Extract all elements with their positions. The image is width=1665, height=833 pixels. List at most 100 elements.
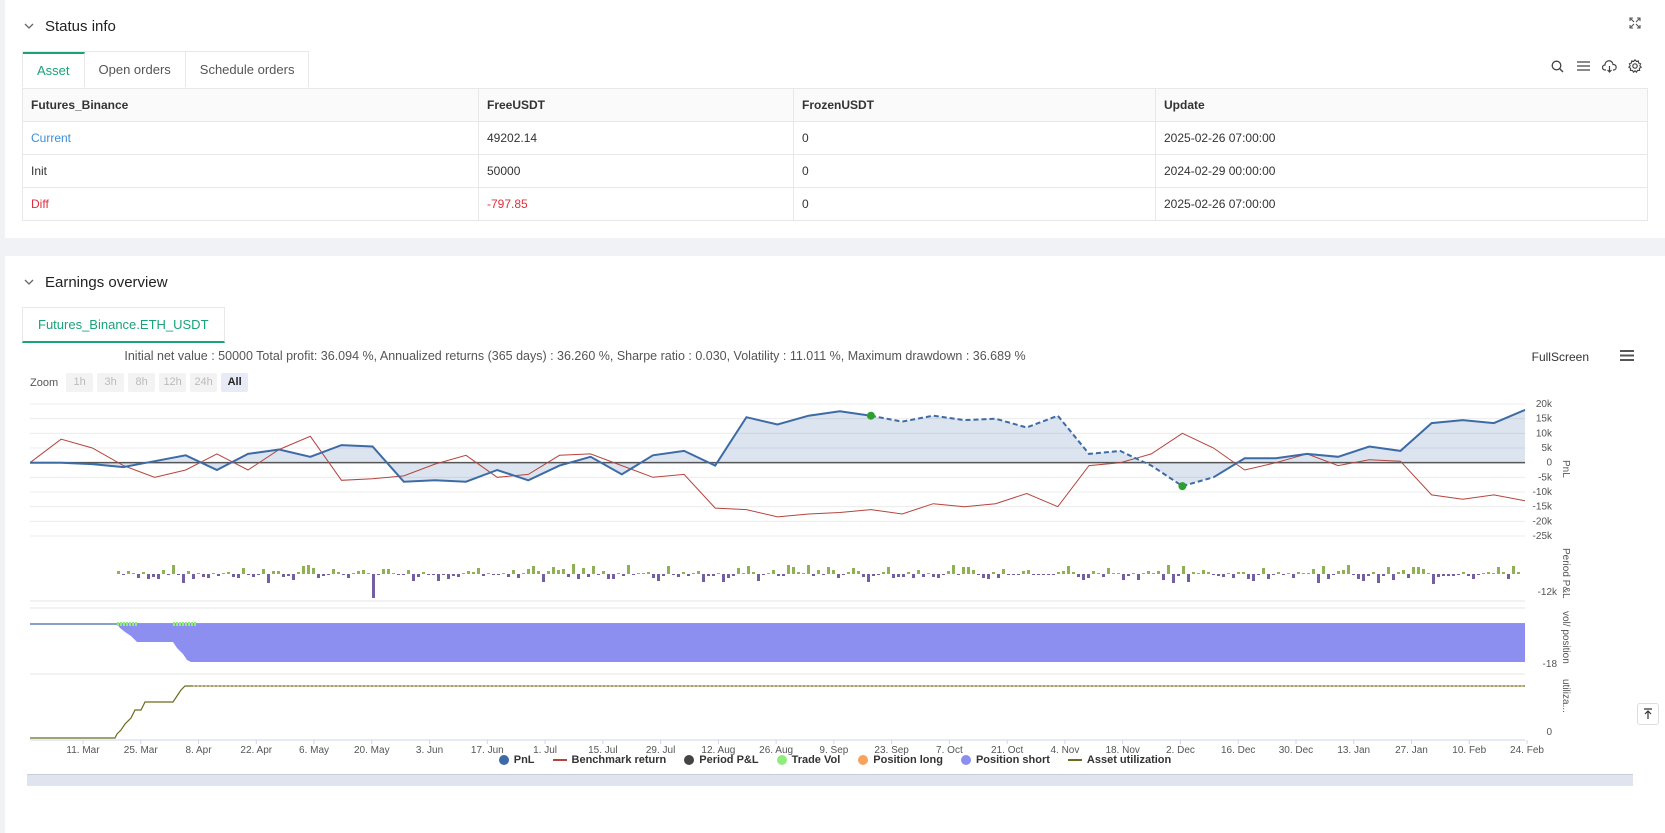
period-bar [1477,574,1480,575]
earnings-chart[interactable]: 20k 15k 10k 5k 0 -5k -10k -15k -20k -25k PnL -12k Pe… [5,396,1665,756]
x-tick-label: 25. Mar [124,745,159,756]
period-bar [232,574,235,577]
period-bar [192,574,195,579]
period-bar [247,574,250,575]
tab-symbol[interactable]: Futures_Binance.ETH_USDT [22,307,225,343]
earnings-header[interactable]: Earnings overview [21,270,168,294]
legend-position-short[interactable]: Position short [960,754,1050,766]
period-bar [182,574,185,583]
tab-open-orders[interactable]: Open orders [85,52,186,87]
period-bar [867,574,870,582]
period-bar [1037,574,1040,575]
zoom-12h-button[interactable]: 12h [159,373,187,392]
period-bar [732,574,735,576]
period-bar [362,570,365,574]
period-bar [432,574,435,575]
fullscreen-button[interactable]: FullScreen [1531,350,1589,364]
earnings-panel: Earnings overview Futures_Binance.ETH_US… [5,256,1665,833]
chevron-down-icon[interactable] [21,274,37,290]
search-icon[interactable] [1549,58,1565,74]
period-bar [1487,572,1490,574]
period-bar [122,574,125,575]
legend-asset-utilization[interactable]: Asset utilization [1067,754,1171,766]
y-tick-label: -15k [1533,502,1553,513]
zoom-all-button[interactable]: All [221,373,249,392]
cell-frozen: 0 [793,187,1156,221]
pnl-line [1212,408,1526,479]
zoom-3h-button[interactable]: 3h [97,373,125,392]
tab-asset[interactable]: Asset [23,52,85,87]
chevron-down-icon[interactable] [21,18,37,34]
period-bar [1102,574,1105,577]
y-tick-label: -18 [1543,659,1558,670]
x-tick-label: 9. Sep [819,745,848,756]
status-tabs: Asset Open orders Schedule orders [22,51,310,87]
trade-vol-mark [191,622,193,626]
period-bar [807,565,810,574]
column-header[interactable]: FrozenUSDT [793,88,1156,122]
gear-icon[interactable] [1627,58,1643,74]
list-icon[interactable] [1575,58,1591,74]
zoom-1h-button[interactable]: 1h [66,373,94,392]
period-bar [907,572,910,574]
legend-benchmark[interactable]: Benchmark return [552,754,666,766]
table-toolbar [1549,58,1643,74]
period-bar [527,569,530,574]
tab-schedule-orders[interactable]: Schedule orders [199,62,295,77]
x-tick-label: 12. Aug [701,745,735,756]
period-bar [1087,574,1090,578]
period-bar [1097,573,1100,574]
period-bar [952,565,955,574]
period-bar [1332,574,1335,575]
row-name-current[interactable]: Current [22,121,479,155]
cloud-download-icon[interactable] [1601,58,1617,74]
period-bar [1212,574,1215,575]
column-header[interactable]: Futures_Binance [22,88,479,122]
trade-vol-mark [173,622,175,626]
legend-period-pnl[interactable]: Period P&L [684,754,759,766]
cell-free: 49202.14 [478,121,794,155]
period-bar [202,574,205,577]
zoom-8h-button[interactable]: 8h [128,373,156,392]
zoom-bar: Zoom 1h 3h 8h 12h 24h All [30,373,249,392]
period-bar [532,566,535,574]
period-bar [1062,571,1065,574]
period-bar [962,567,965,574]
period-bar [602,571,605,574]
legend-trade-vol[interactable]: Trade Vol [776,754,840,766]
period-bar [277,571,280,574]
period-bar [1327,574,1330,579]
period-bar [622,574,625,576]
period-bar [142,572,145,574]
column-header[interactable]: Update [1155,88,1648,122]
column-header[interactable]: FreeUSDT [478,88,794,122]
expand-icon[interactable] [1629,16,1643,30]
period-bar [297,572,300,574]
zoom-24h-button[interactable]: 24h [190,373,218,392]
period-bar [457,574,460,577]
legend-position-long[interactable]: Position long [858,754,943,766]
period-bar [1127,574,1130,576]
period-bar [647,572,650,574]
status-header[interactable]: Status info [21,14,116,38]
period-bar [577,574,580,579]
period-bar [842,574,845,575]
period-bar [147,574,150,579]
period-bar [437,574,440,581]
x-tick-label: 6. May [299,745,329,756]
legend-pnl[interactable]: PnL [498,754,535,766]
period-bar [287,574,290,576]
period-bar [912,574,915,578]
hamburger-menu-icon[interactable] [1619,349,1635,363]
period-bar [1422,569,1425,574]
x-tick-label: 29. Jul [646,745,675,756]
period-bar [1482,573,1485,574]
period-bar [717,573,720,574]
period-bar [1317,574,1320,583]
y-axis-title: PnL [1560,460,1571,478]
period-bar [512,570,515,574]
period-bar [957,574,960,575]
period-bar [377,574,380,575]
scroll-to-top-icon[interactable] [1637,703,1659,725]
range-navigator[interactable] [27,774,1633,786]
